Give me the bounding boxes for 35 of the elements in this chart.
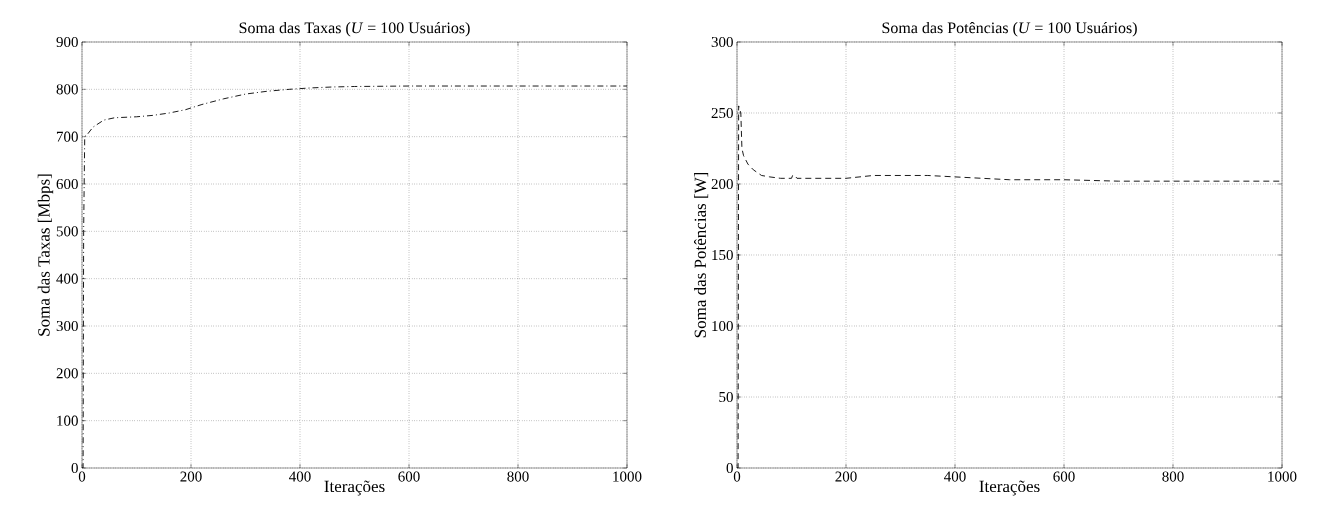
y-tick-label: 300 [56,320,78,332]
y-tick-label: 50 [719,391,733,403]
y-tick-label: 100 [57,415,78,426]
x-tick-label: 600 [1053,471,1075,482]
y-tick-label: 0 [726,462,733,474]
x-axis-title: Iterações [324,480,385,496]
y-tick-label: 150 [712,249,733,261]
y-tick-label: 500 [56,226,78,237]
y-tick-label: 300 [711,36,733,48]
y-tick-label: 600 [56,178,78,190]
x-tick-label: 600 [398,471,420,482]
x-tick-label: 1000 [613,471,642,482]
x-tick-label: 400 [289,471,311,482]
y-tick-label: 250 [711,107,733,119]
y-tick-label: 0 [71,462,78,474]
chart-title: Soma das Taxas (U = 100 Usuários) [239,21,470,37]
y-tick-label: 900 [56,36,78,48]
y-tick-label: 200 [56,368,78,379]
y-axis-title: Soma das Taxas [Mbps] [37,174,54,336]
x-tick-label: 1000 [1268,471,1297,482]
y-tick-label: 800 [56,84,78,95]
y-axis-title: Soma das Potências [W] [694,172,709,338]
x-axis-title: Iterações [979,480,1040,496]
y-tick-label: 200 [711,178,733,190]
y-tick-label: 100 [712,320,733,332]
x-tick-label: 200 [180,471,202,482]
x-tick-label: 0 [733,471,741,482]
x-tick-label: 200 [835,471,857,482]
chart-title: Soma das Potências (U = 100 Usuários) [882,21,1137,37]
y-tick-label: 400 [56,273,78,284]
y-tick-label: 700 [56,131,78,142]
x-tick-label: 400 [944,471,966,482]
x-tick-label: 800 [1162,471,1184,482]
x-tick-label: 800 [507,471,529,482]
x-tick-label: 0 [78,471,86,482]
